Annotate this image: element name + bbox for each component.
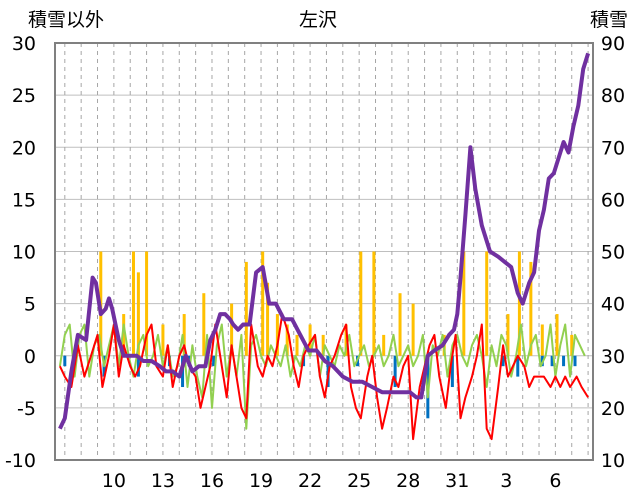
precip-bar	[540, 324, 544, 356]
bars_blue-bar	[212, 355, 216, 367]
ticks: -10 -5 0 5 10 15 20 25 30 10 20 30 40 50 60 70 80 90 10 13 1…	[5, 33, 625, 492]
precip-bar	[244, 261, 248, 356]
precip-bar	[529, 261, 533, 356]
precip-bar	[136, 272, 140, 356]
snow_depth-line	[58, 52, 591, 430]
precip-bar	[570, 334, 574, 356]
bars_blue-bar	[393, 355, 397, 388]
plot-frame	[54, 42, 594, 461]
y-right-label: 積雪	[590, 9, 628, 31]
y-left-tick-label: 30	[12, 33, 36, 55]
y-left-tick-label: 20	[12, 137, 36, 159]
y-left-tick-label: 0	[24, 346, 36, 368]
x-tick-label: 28	[396, 470, 420, 492]
chart-title: 左沢	[299, 9, 337, 31]
x-tick-label: 25	[347, 470, 371, 492]
precip-bar	[285, 324, 289, 356]
y-right-tick-label: 90	[601, 33, 625, 55]
y-left-tick-label: 5	[24, 294, 36, 316]
bars_blue-bar	[562, 355, 566, 367]
x-tick-label: 16	[200, 470, 224, 492]
y-right-tick-label: 20	[601, 398, 625, 420]
y-right-tick-label: 10	[601, 450, 625, 472]
bars_blue-bar	[550, 355, 554, 367]
precip-bar	[411, 303, 415, 356]
bars_blue-bar	[501, 355, 505, 367]
x-tick-label: 22	[298, 470, 322, 492]
x-tick-label: 31	[445, 470, 469, 492]
precip-bar	[359, 251, 363, 356]
precip-bar	[202, 293, 206, 356]
precip-bar	[295, 334, 299, 356]
x-tick-label: 3	[500, 470, 512, 492]
y-right-tick-label: 40	[601, 294, 625, 316]
bars_blue-bar	[63, 355, 67, 367]
y-right-tick-label: 30	[601, 346, 625, 368]
bars_blue-bar	[136, 355, 140, 377]
precip-bar	[321, 334, 325, 356]
precip-bar	[275, 314, 279, 356]
precip-bar	[506, 314, 510, 356]
precip-bar	[344, 324, 348, 356]
precip-bar	[230, 303, 234, 356]
precip-bar	[372, 251, 376, 356]
y-left-tick-label: 10	[12, 242, 36, 264]
precip-bar	[182, 314, 186, 356]
precip-bar	[308, 324, 312, 356]
precip-bar	[266, 282, 270, 356]
precip-bar	[398, 293, 402, 356]
y-left-label: 積雪以外	[28, 9, 104, 31]
temperature-line	[58, 313, 589, 441]
y-left-tick-label: 15	[12, 189, 36, 211]
precip-bar	[145, 251, 149, 356]
x-tick-label: 6	[549, 470, 561, 492]
bars_blue-bar	[573, 355, 577, 367]
y-right-tick-label: 60	[601, 189, 625, 211]
precip-bar	[485, 251, 489, 356]
y-left-tick-label: 25	[12, 85, 36, 107]
precip-bar	[517, 251, 521, 356]
x-tick-label: 19	[249, 470, 273, 492]
x-tick-label: 10	[102, 470, 126, 492]
lines	[58, 52, 591, 441]
y-right-tick-label: 50	[601, 242, 625, 264]
y-right-tick-label: 70	[601, 137, 625, 159]
y-right-tick-label: 80	[601, 85, 625, 107]
precip-bar	[161, 324, 165, 356]
precip-bar	[261, 251, 265, 356]
bars_blue-bar	[516, 355, 520, 377]
precip-bar	[462, 251, 466, 356]
bars_blue-bar	[450, 355, 454, 388]
y-left-tick-label: -10	[5, 450, 36, 472]
precip-bar	[382, 334, 386, 356]
precip-bar	[555, 314, 559, 356]
precip-bar	[131, 251, 135, 356]
x-tick-label: 13	[151, 470, 175, 492]
y-left-tick-label: -5	[17, 398, 36, 420]
precip-bar	[122, 314, 126, 356]
bars	[63, 251, 577, 419]
